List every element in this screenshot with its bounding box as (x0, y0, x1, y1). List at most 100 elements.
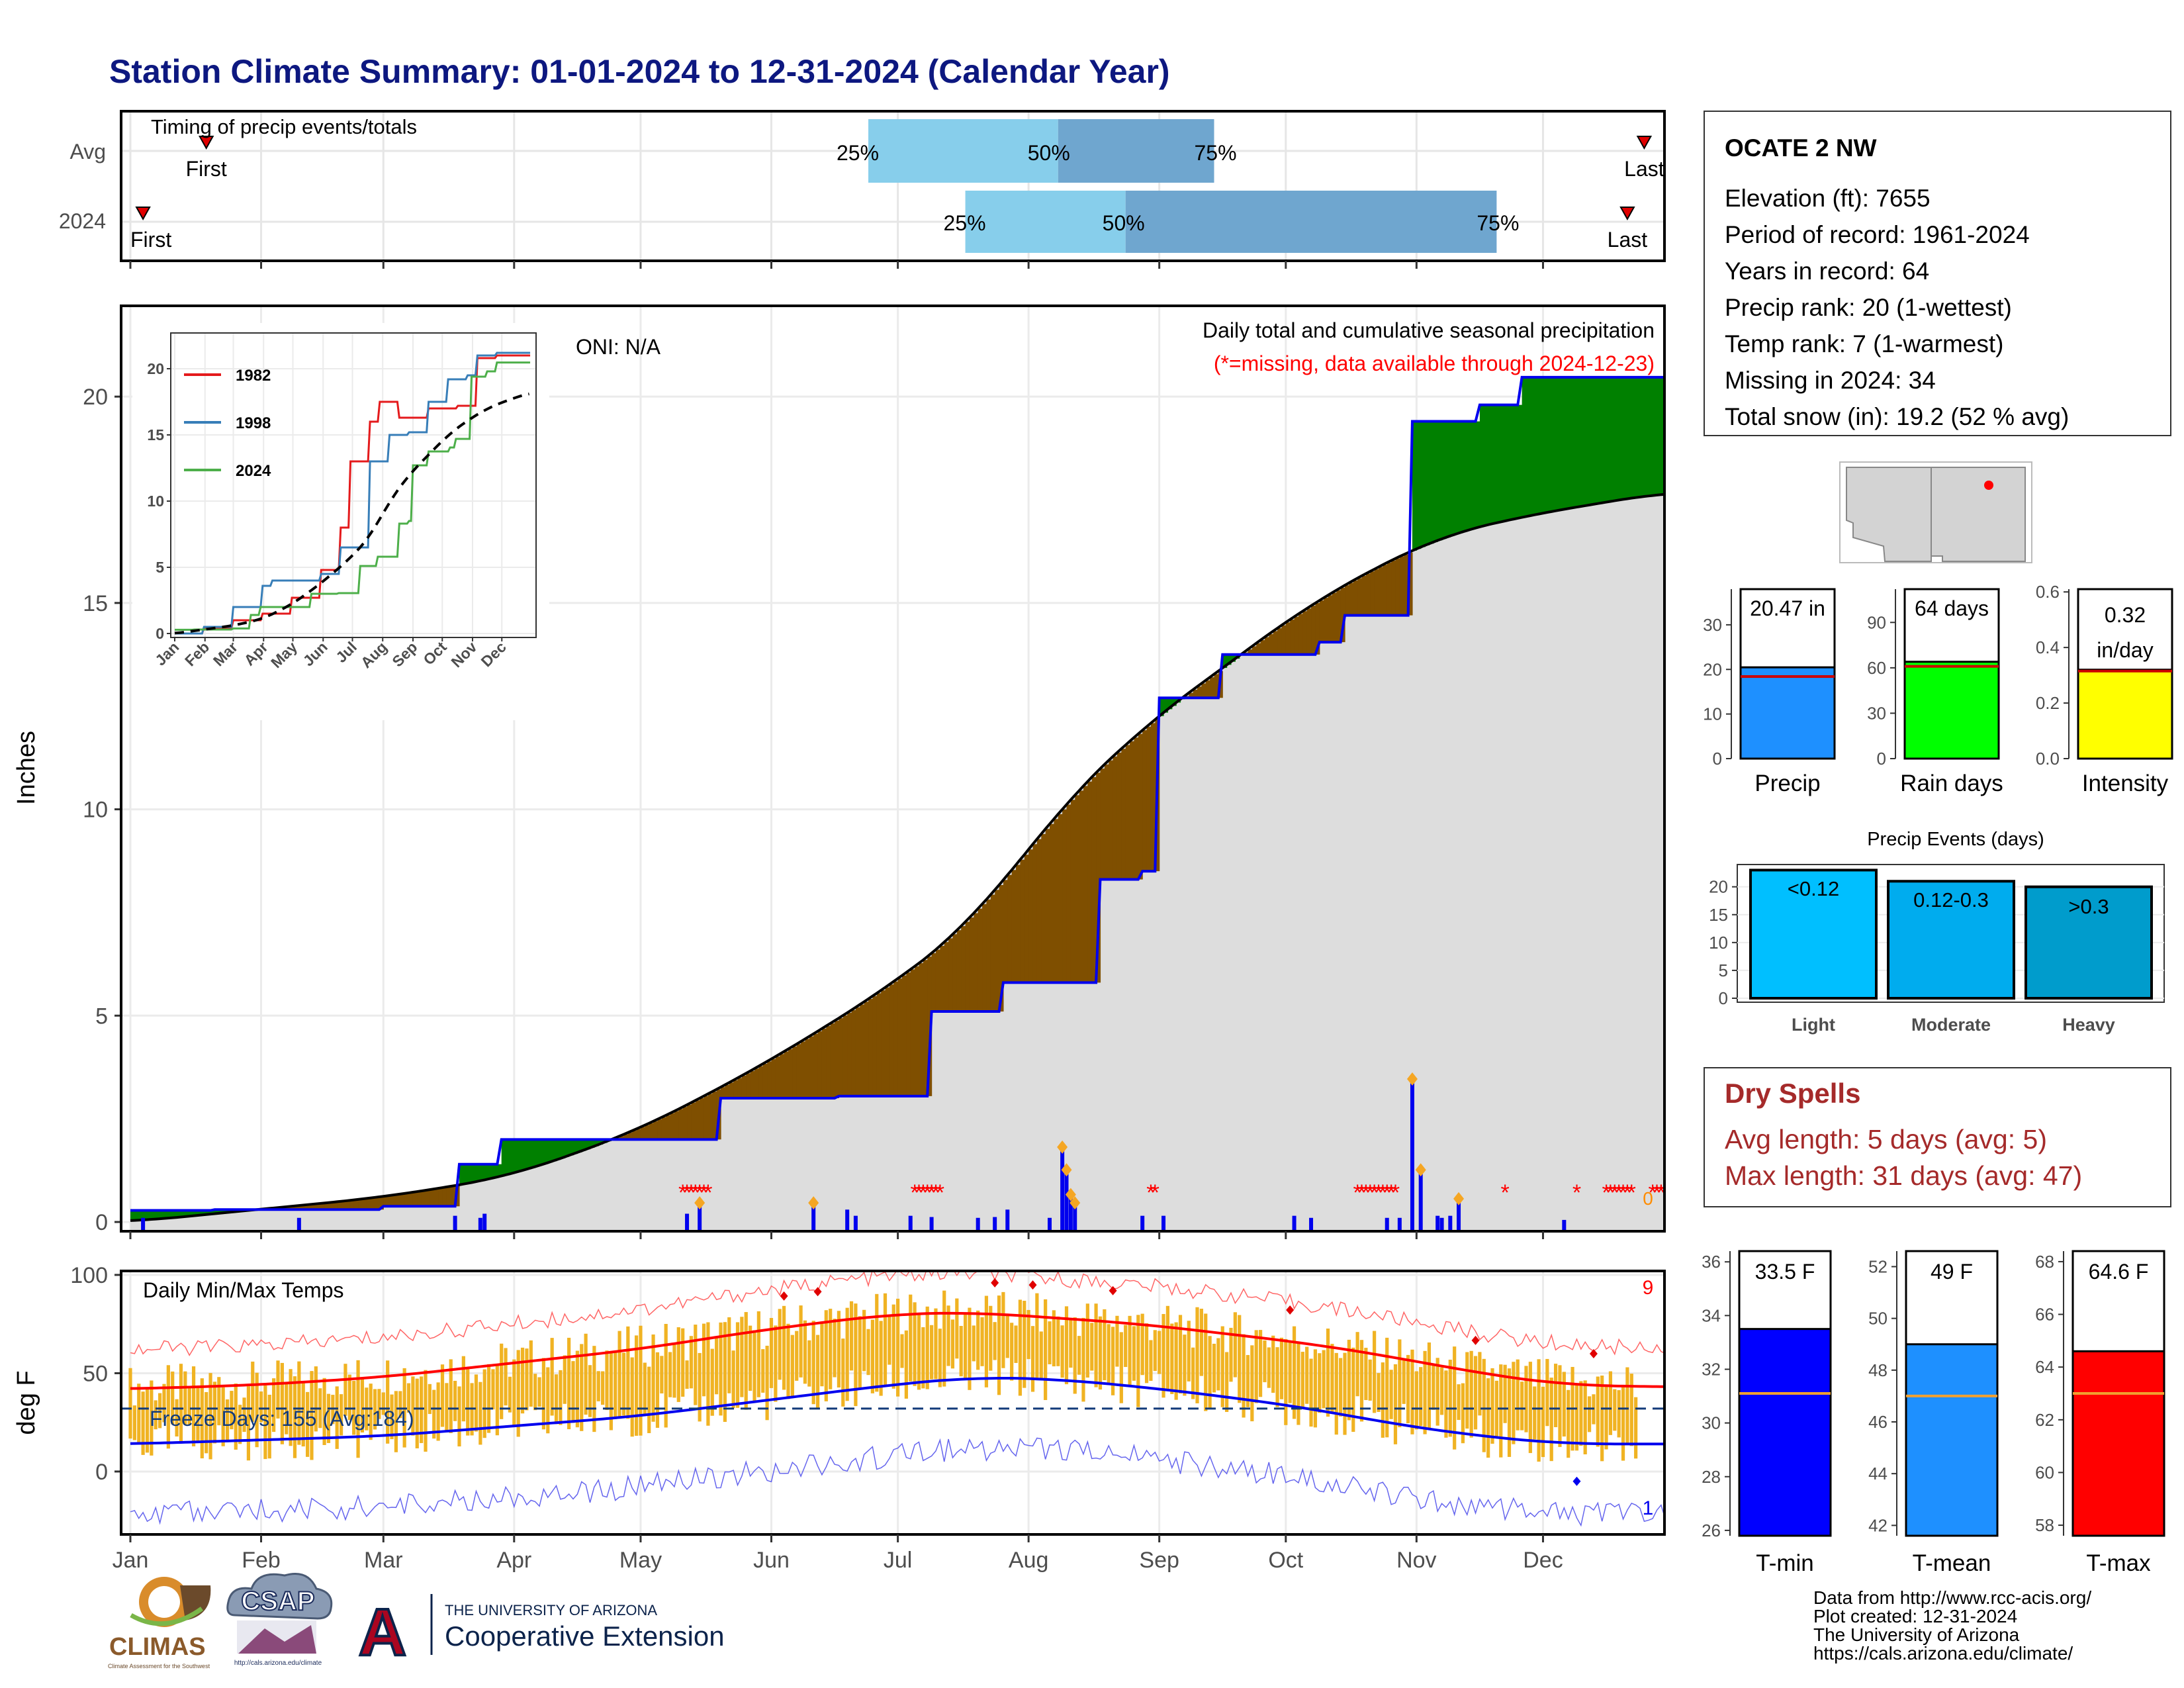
daily-temp-range (326, 1393, 331, 1443)
station-name: OCATE 2 NW (1725, 134, 1877, 162)
daily-temp-range (1254, 1330, 1258, 1403)
timing-bar-50-75 (1058, 119, 1214, 183)
daily-precip-bar (976, 1217, 980, 1231)
daily-temp-range (415, 1378, 419, 1448)
below-average-segment (1007, 874, 1013, 983)
daily-temp-range (1377, 1373, 1381, 1412)
below-average-segment (919, 962, 924, 1096)
station-temp-rank: Temp rank: 7 (1-warmest) (1725, 330, 2004, 357)
daily-temp-range (584, 1333, 588, 1415)
above-average-segment (159, 1210, 165, 1219)
daily-temp-range (1271, 1335, 1275, 1393)
station-missing: Missing in 2024: 34 (1725, 367, 1936, 394)
missing-day-marker: * (927, 1180, 936, 1205)
above-average-segment (1559, 377, 1565, 510)
daily-temp-range (1524, 1366, 1528, 1432)
daily-temp-range (525, 1348, 529, 1411)
daily-temp-range (1621, 1386, 1625, 1461)
climas-logo: CLIMAS Climate Assessment for the Southw… (108, 1577, 211, 1669)
daily-temp-range (1482, 1358, 1486, 1452)
month-tick-label: Sep (1139, 1548, 1179, 1573)
timing-bar-25-50 (965, 191, 1126, 253)
daily-temp-range (1305, 1346, 1309, 1404)
record-low-count: 1 (1643, 1497, 1654, 1519)
below-average-segment (780, 1054, 785, 1098)
daily-temp-range (710, 1348, 714, 1416)
below-average-segment (847, 1012, 852, 1096)
below-average-segment (695, 1100, 700, 1140)
daily-temp-range (820, 1322, 824, 1387)
missing-day-marker: * (1665, 1180, 1674, 1205)
daily-temp-range (559, 1370, 563, 1425)
below-average-segment (842, 1015, 848, 1096)
daily-temp-range (457, 1386, 461, 1447)
daily-temp-range (546, 1367, 550, 1434)
month-tick-label: Apr (496, 1548, 531, 1573)
daily-temp-range (1499, 1364, 1503, 1458)
inset-grid (171, 333, 536, 637)
tmean-label: T-mean (1913, 1550, 1991, 1576)
below-average-segment (1146, 726, 1152, 872)
daily-temp-range (1359, 1340, 1364, 1422)
daily-temp-range (386, 1360, 390, 1444)
daily-temp-range (946, 1305, 950, 1366)
inset-legend-label: 1998 (236, 414, 271, 432)
daily-temp-range (740, 1317, 744, 1397)
missing-day-marker: * (1653, 1180, 1661, 1205)
daily-temp-range (381, 1392, 385, 1415)
events-heavy-label: Heavy (2062, 1015, 2115, 1035)
above-average-segment (1475, 421, 1480, 528)
daily-temp-range (137, 1383, 141, 1444)
above-average-segment (1425, 421, 1430, 545)
above-average-segment (577, 1139, 582, 1152)
below-average-segment (1210, 677, 1215, 698)
above-average-segment (151, 1210, 156, 1220)
daily-temp-range (1617, 1390, 1621, 1438)
mini-bar-tick: 0.0 (2036, 749, 2060, 769)
above-average-segment (1479, 404, 1484, 527)
last-event-marker (1619, 207, 1635, 221)
daily-temp-range (891, 1304, 895, 1389)
daily-temp-range (1368, 1359, 1372, 1401)
daily-temp-range (668, 1352, 672, 1397)
above-average-segment (472, 1164, 477, 1183)
below-average-segment (1251, 646, 1257, 655)
daily-temp-range (1098, 1316, 1103, 1390)
daily-temp-range (221, 1387, 225, 1446)
below-average-segment (826, 1025, 831, 1098)
inset-y-tick: 5 (156, 559, 164, 576)
above-average-segment (1471, 421, 1477, 530)
ua-cooperative-extension: Cooperative Extension (445, 1620, 725, 1652)
above-average-segment (1518, 404, 1523, 518)
record-low-line (130, 1437, 1664, 1527)
above-average-segment (1580, 377, 1586, 506)
below-average-segment (1205, 680, 1210, 698)
below-average-segment (961, 926, 966, 1012)
daily-temp-range (1432, 1364, 1435, 1410)
daily-temp-range (314, 1366, 318, 1432)
daily-temp-range (799, 1305, 803, 1378)
summary-bar-labels: Precip Rain days Intensity 20.47 in 64 d… (1750, 596, 2169, 796)
daily-temp-range (913, 1302, 917, 1386)
above-average-segment (492, 1164, 498, 1178)
below-average-segment (1096, 773, 1101, 983)
below-average-segment (995, 890, 1000, 1012)
avg-last-label: Last (1624, 157, 1664, 181)
daily-temp-range (280, 1362, 284, 1444)
below-average-segment (298, 1205, 304, 1210)
below-average-segment (353, 1199, 359, 1210)
average-cumulative-area (130, 494, 1664, 1231)
daily-temp-range (989, 1305, 993, 1371)
below-average-segment (729, 1082, 734, 1098)
daily-temp-range (1334, 1352, 1338, 1435)
above-average-segment (1459, 421, 1464, 534)
daily-temp-range (1035, 1293, 1039, 1379)
daily-temp-range (1541, 1386, 1545, 1458)
above-average-segment (1665, 377, 1670, 494)
daily-temp-range (1604, 1386, 1608, 1450)
daily-temp-range (681, 1328, 685, 1397)
above-average-segment (1619, 377, 1624, 500)
daily-temp-range (1567, 1389, 1570, 1458)
daily-temp-range (984, 1295, 989, 1387)
daily-temp-range (883, 1293, 887, 1387)
